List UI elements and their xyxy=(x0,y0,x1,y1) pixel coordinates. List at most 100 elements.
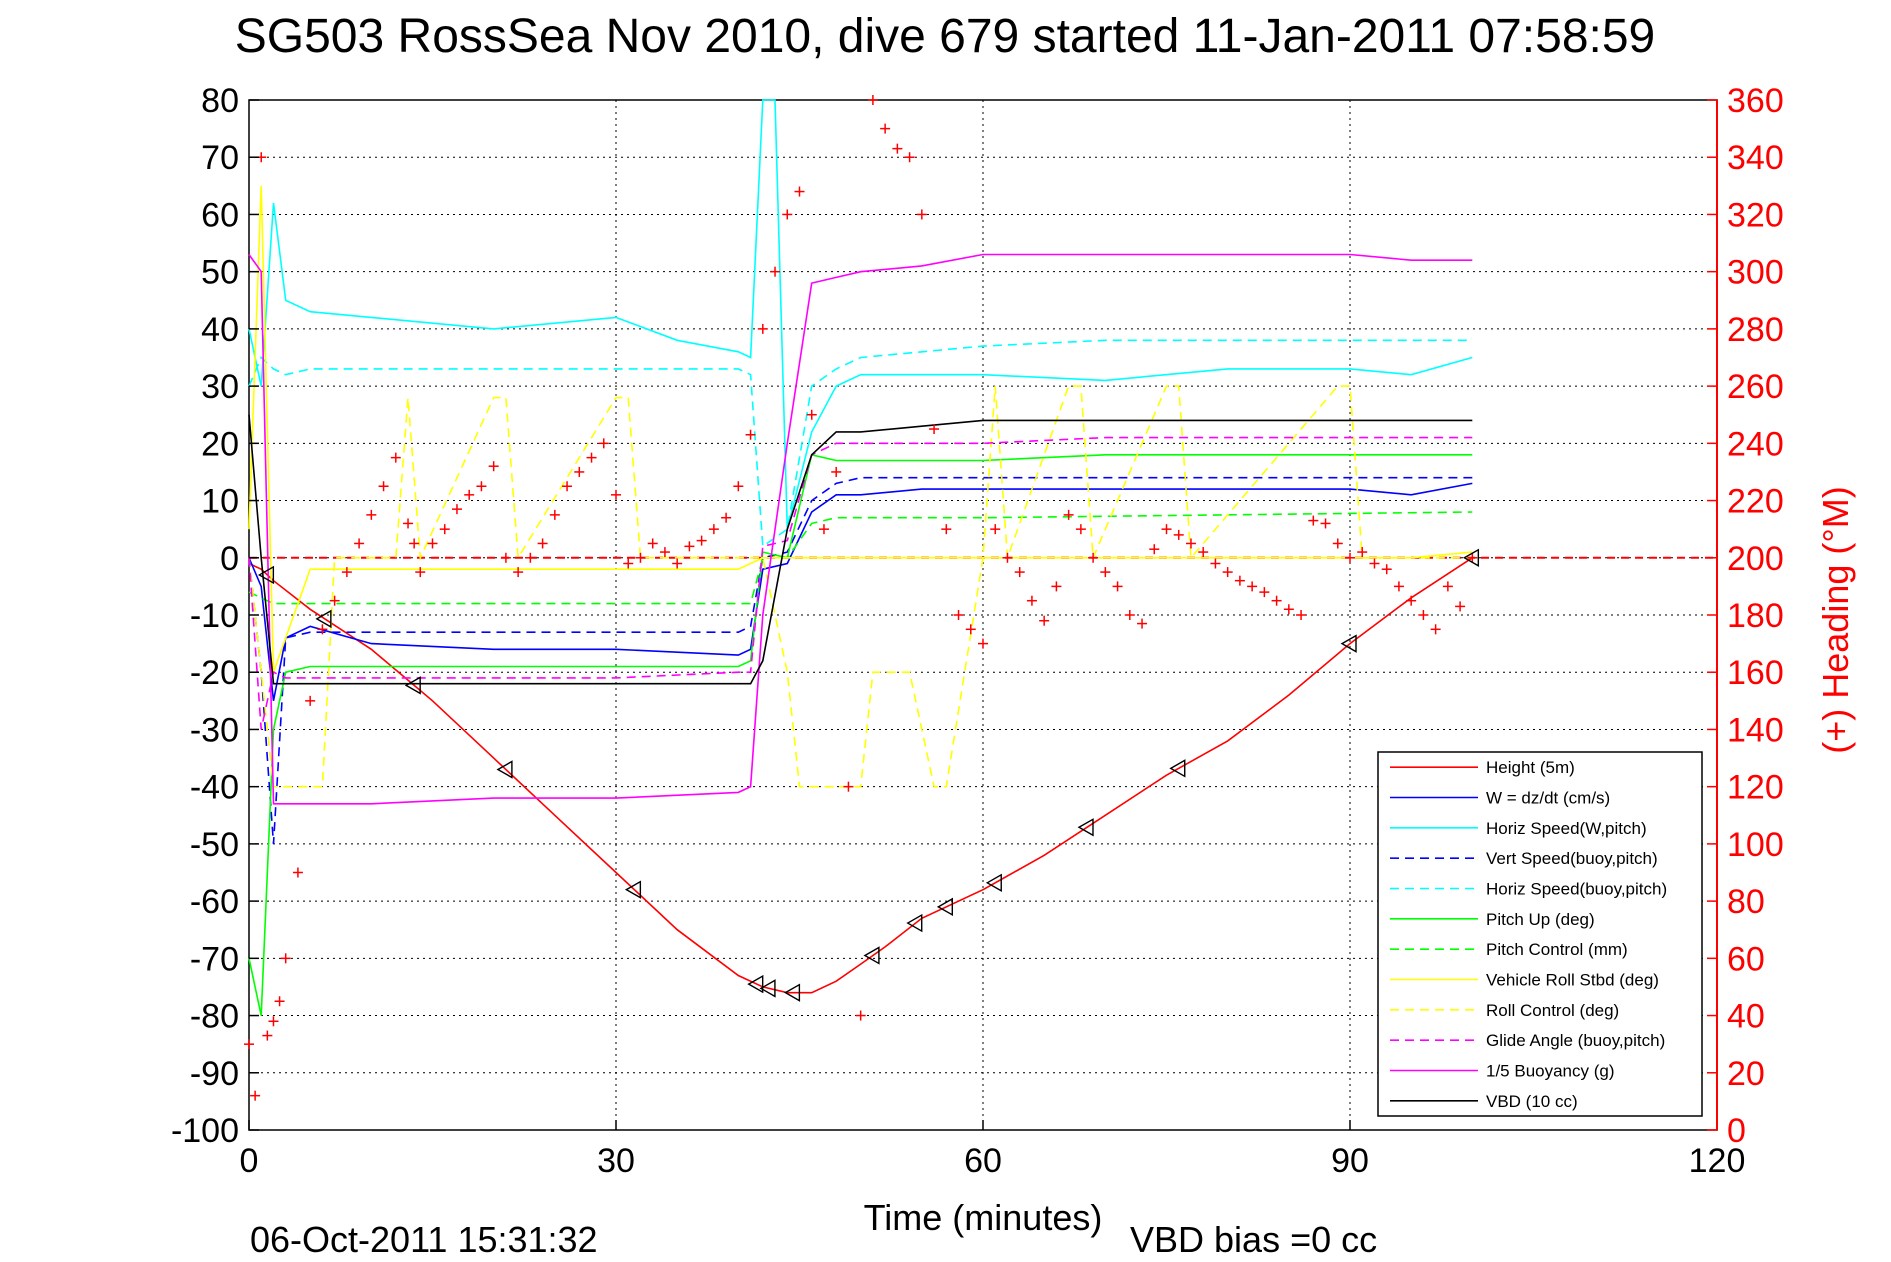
heading-point xyxy=(1345,552,1355,563)
x-tick: 60 xyxy=(964,1142,1002,1180)
heading-point xyxy=(892,143,903,154)
heading-point xyxy=(464,489,475,500)
heading-point xyxy=(1198,547,1209,558)
heading-point xyxy=(782,209,793,220)
heading-point xyxy=(280,953,291,964)
track-marker xyxy=(936,897,953,917)
heading-point xyxy=(1088,552,1099,563)
heading-point xyxy=(537,538,548,549)
heading-point xyxy=(1026,595,1037,606)
heading-point xyxy=(451,504,462,515)
heading-point xyxy=(1369,558,1380,569)
heading-point xyxy=(806,409,817,420)
heading-layer xyxy=(244,95,1478,1101)
heading-point xyxy=(488,461,499,472)
y-tick-left: 50 xyxy=(201,254,239,292)
track-marker xyxy=(985,873,1002,893)
track-marker xyxy=(783,983,801,1002)
heading-point xyxy=(476,481,487,492)
heading-point xyxy=(513,567,524,578)
footer-date: 06-Oct-2011 15:31:32 xyxy=(250,1219,598,1260)
legend-label: Glide Angle (buoy,pitch) xyxy=(1486,1031,1665,1050)
heading-point xyxy=(611,489,621,500)
heading-point xyxy=(745,429,756,440)
track-marker xyxy=(624,880,642,899)
x-tick: 120 xyxy=(1689,1142,1746,1180)
track-marker xyxy=(747,974,764,994)
series-line-glide-angle-buoy-pitch xyxy=(248,436,1473,730)
y-tick-left: -10 xyxy=(190,597,239,635)
track-marker xyxy=(863,946,880,965)
series-line-pitch-up-deg xyxy=(248,453,1473,1016)
heading-point xyxy=(1283,604,1294,615)
footer-vbd-bias: VBD bias =0 cc xyxy=(1130,1219,1377,1260)
heading-point xyxy=(1357,547,1368,558)
heading-point xyxy=(794,186,805,197)
y-tick-left: 60 xyxy=(201,196,239,234)
x-axis-ticks: 0 30 60 90 120 xyxy=(240,1120,1746,1180)
heading-point xyxy=(415,567,426,578)
heading-point xyxy=(880,123,891,134)
heading-point xyxy=(1320,518,1331,529)
heading-point xyxy=(867,95,878,105)
heading-point xyxy=(1308,515,1319,526)
heading-point xyxy=(439,524,450,535)
heading-point xyxy=(990,524,1001,535)
legend-label: Horiz Speed(buoy,pitch) xyxy=(1486,880,1667,899)
heading-point xyxy=(305,695,316,706)
y-tick-left: -40 xyxy=(190,769,239,807)
heading-point xyxy=(770,266,781,277)
heading-point xyxy=(659,547,670,558)
series-line-1-5-buoyancy-g xyxy=(248,253,1473,805)
series-line-vert-speed-buoy-pitch xyxy=(248,476,1473,844)
y-tick-left: -30 xyxy=(190,711,239,749)
y-tick-right: 140 xyxy=(1727,711,1784,749)
heading-point xyxy=(1418,610,1429,620)
y-tick-right: 280 xyxy=(1727,311,1784,349)
heading-point xyxy=(818,524,829,535)
heading-point xyxy=(904,152,915,163)
heading-point xyxy=(1442,581,1453,592)
heading-point xyxy=(341,567,352,578)
heading-point xyxy=(1430,624,1441,635)
heading-point xyxy=(403,518,414,529)
grid-lines xyxy=(249,100,1717,1130)
heading-point xyxy=(562,481,573,492)
heading-point xyxy=(427,538,438,549)
y-tick-left: -20 xyxy=(190,654,239,692)
track-marker xyxy=(315,609,332,629)
track-marker xyxy=(1340,634,1357,653)
heading-point xyxy=(1014,567,1025,578)
y-tick-left: -80 xyxy=(190,998,239,1036)
heading-point xyxy=(953,610,964,620)
y-tick-left: -60 xyxy=(190,883,239,921)
x-tick: 30 xyxy=(597,1142,635,1180)
y-tick-right: 20 xyxy=(1727,1055,1765,1093)
y-tick-right: 340 xyxy=(1727,139,1784,177)
heading-point xyxy=(1161,524,1172,535)
legend-label: W = dz/dt (cm/s) xyxy=(1486,789,1610,808)
heading-point xyxy=(354,538,365,549)
y-tick-right: 180 xyxy=(1727,597,1784,635)
heading-point xyxy=(574,466,585,477)
legend-label: 1/5 Buoyancy (g) xyxy=(1486,1062,1615,1081)
left-axis-ticks: 80 70 60 50 40 30 20 10 0 -10 -20 -30 -40 -50 -60 -70 -8… xyxy=(171,82,259,1150)
heading-point xyxy=(733,481,744,492)
heading-point xyxy=(757,323,768,334)
legend-label: Vehicle Roll Stbd (deg) xyxy=(1486,971,1659,990)
y-tick-right: 320 xyxy=(1727,196,1784,234)
y-tick-left: -90 xyxy=(190,1055,239,1093)
y-tick-left: 30 xyxy=(201,368,239,406)
heading-point xyxy=(390,452,401,463)
heading-point xyxy=(1296,610,1307,620)
legend-label: Pitch Control (mm) xyxy=(1486,940,1628,959)
heading-point xyxy=(1185,538,1196,549)
track-marker xyxy=(906,913,923,933)
heading-point xyxy=(317,624,328,635)
y-tick-right: 0 xyxy=(1727,1112,1746,1150)
legend-label: Vert Speed(buoy,pitch) xyxy=(1486,849,1658,868)
heading-point xyxy=(1051,581,1062,592)
legend-label: Roll Control (deg) xyxy=(1486,1001,1619,1020)
heading-point xyxy=(1247,581,1258,592)
heading-point xyxy=(916,209,927,220)
